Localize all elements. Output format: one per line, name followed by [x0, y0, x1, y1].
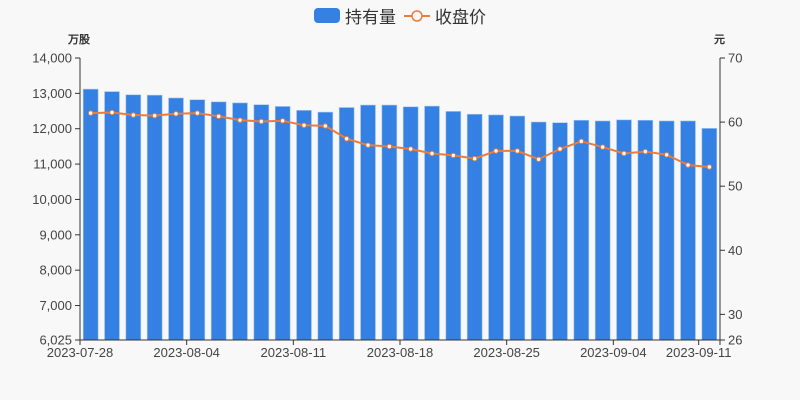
data-point [557, 146, 563, 152]
data-point [429, 150, 435, 157]
right-y-axis: 70 60 50 40 30 26 [719, 51, 742, 348]
x-tick-label: 2023-08-18 [367, 345, 434, 360]
bar [168, 97, 184, 341]
x-axis: 2023-07-28 2023-08-04 2023-08-11 2023-08-18… [47, 339, 732, 360]
data-point [599, 144, 606, 150]
data-point [471, 155, 478, 162]
data-point [578, 138, 585, 145]
bar [82, 88, 99, 341]
bar [296, 110, 312, 341]
left-tick-label: 6,025 [39, 333, 72, 348]
right-tick-label: 30 [728, 307, 742, 322]
data-point [194, 110, 201, 116]
legend-item-close-price[interactable]: 收盘价 [404, 3, 486, 28]
left-tick-label: 11,000 [33, 157, 72, 172]
bar [466, 113, 483, 341]
left-tick-label: 7,000 [39, 298, 72, 313]
data-point [514, 148, 521, 154]
x-tick-label: 2023-08-25 [473, 345, 540, 360]
x-tick-label: 2023-09-04 [580, 345, 647, 360]
legend: 持有量 收盘价 [0, 3, 800, 28]
x-tick-label: 2023-08-11 [261, 345, 327, 360]
data-point [535, 156, 542, 162]
bar [402, 106, 419, 341]
data-point [301, 122, 307, 128]
bar [424, 105, 440, 341]
bar [146, 94, 163, 341]
right-tick-label: 40 [728, 243, 742, 258]
data-point [343, 136, 350, 142]
left-tick-label: 10,000 [32, 192, 72, 207]
close-price-line [87, 109, 713, 170]
bar [104, 91, 120, 341]
data-point [493, 148, 499, 154]
x-tick-label: 2023-08-04 [153, 345, 220, 360]
legend-label-close-price: 收盘价 [435, 8, 486, 28]
x-tick-label: 2023-07-28 [47, 345, 114, 360]
bar [210, 101, 227, 341]
data-point [87, 110, 94, 116]
right-tick-label: 70 [728, 51, 742, 66]
right-tick-label: 26 [728, 333, 742, 348]
bar-swatch-icon [314, 8, 340, 23]
data-point [151, 112, 158, 119]
right-axis-unit: 元 [714, 33, 725, 46]
data-point [215, 113, 222, 120]
data-point [130, 112, 137, 118]
bar [530, 121, 547, 341]
left-tick-label: 9,000 [39, 227, 72, 242]
bar [552, 122, 568, 341]
price-line [90, 111, 710, 168]
data-point [279, 118, 286, 124]
left-tick-label: 8,000 [39, 263, 72, 278]
right-tick-label: 60 [728, 115, 742, 130]
bar [274, 106, 291, 341]
data-point [109, 109, 115, 116]
bar [701, 128, 718, 341]
data-point [663, 152, 670, 158]
holdings-bars [82, 88, 718, 341]
left-y-axis: 14,000 13,000 12,000 11,000 10,000 9,000 8,000… [32, 51, 81, 348]
data-point [685, 162, 691, 168]
bar [360, 104, 376, 341]
right-tick-label: 50 [728, 179, 742, 194]
left-tick-label: 12,000 [32, 121, 72, 136]
bar [680, 120, 696, 341]
data-point [642, 148, 649, 155]
left-tick-label: 13,000 [32, 86, 72, 101]
data-point [386, 143, 393, 150]
legend-label-holdings: 持有量 [345, 8, 396, 28]
data-point [621, 150, 627, 157]
bar [232, 102, 248, 341]
data-point [407, 146, 414, 152]
bar [253, 104, 270, 341]
legend-item-holdings[interactable]: 持有量 [314, 3, 396, 28]
bar [573, 119, 590, 341]
data-point [322, 123, 329, 129]
left-tick-label: 14,000 [32, 51, 72, 66]
x-tick-label: 2023-09-11 [666, 345, 732, 360]
bar [189, 99, 206, 341]
data-point [173, 111, 179, 117]
bar [381, 104, 398, 341]
data-point [237, 117, 243, 123]
data-point [365, 142, 371, 148]
left-axis-unit: 万股 [68, 33, 90, 46]
bar [445, 111, 462, 341]
bar [594, 120, 611, 341]
line-marker-icon [404, 9, 430, 22]
data-point [258, 118, 265, 125]
data-point [706, 164, 713, 170]
bar [317, 111, 334, 341]
bar [338, 107, 355, 341]
data-point [450, 152, 457, 159]
bar [125, 94, 142, 341]
